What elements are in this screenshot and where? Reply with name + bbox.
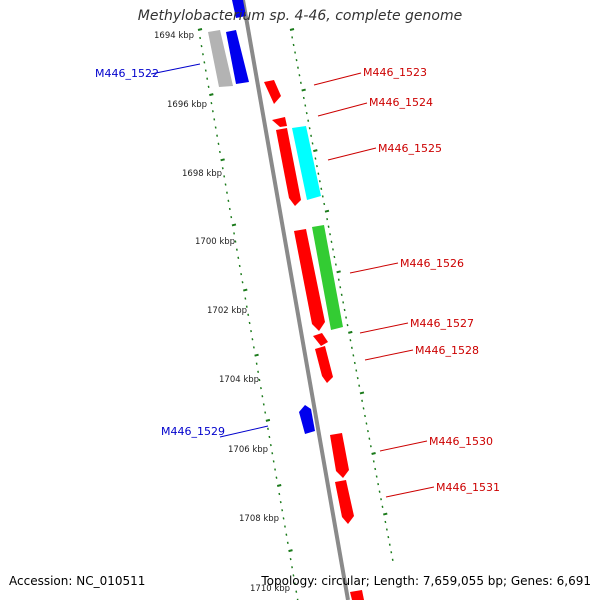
gene-label-1531: M446_1531 [436,481,500,494]
scale-label-1702: 1702 kbp [207,306,247,316]
inner-tick [266,420,270,421]
scale-label-1708: 1708 kbp [239,514,279,524]
outer-tick [372,453,376,454]
outer-tick [302,90,306,91]
gene-label-1527: M446_1527 [410,317,474,330]
scale-label-1696: 1696 kbp [167,100,207,110]
map-title: Methylobacterium sp. 4-46, complete geno… [0,8,600,24]
outer-tick [313,150,317,151]
gene-label-1523: M446_1523 [363,66,427,79]
gene-feature-1530 [330,433,349,478]
gene-label-1524: M446_1524 [369,96,433,109]
inner-tick [232,224,236,225]
gene-feature-1529 [299,405,315,434]
outer-tick [348,332,352,333]
scale-label-1704: 1704 kbp [219,375,259,385]
outer-tick [325,211,329,212]
outer-tick [360,392,364,393]
accession-text: Accession: NC_010511 [9,574,145,588]
gene-label-1522: M446_1522 [95,67,159,80]
scale-label-1700: 1700 kbp [195,237,235,247]
inner-tick [243,290,247,291]
outer-tick [290,29,294,30]
inner-tick [277,485,281,486]
genome-summary-text: Topology: circular; Length: 7,659,055 bp… [261,574,591,588]
inner-tick [221,159,225,160]
inner-tick [255,355,259,356]
inner-tick [289,550,293,551]
gene-label-1530: M446_1530 [429,435,493,448]
scale-label-1706: 1706 kbp [228,445,268,455]
gene-label-1525: M446_1525 [378,142,442,155]
gene-feature-1524 [272,117,287,127]
gene-label-1529: M446_1529 [161,425,225,438]
gene-label-1526: M446_1526 [400,257,464,270]
scale-label-1694: 1694 kbp [154,31,194,41]
gene-feature-1527 [313,333,328,346]
scale-label-1698: 1698 kbp [182,169,222,179]
gene-feature-1523 [264,80,281,104]
outer-tick [383,514,387,515]
outer-tick [337,271,341,272]
gene-feature-1531 [335,480,354,524]
inner-tick [198,29,202,30]
gene-label-1528: M446_1528 [415,344,479,357]
gene-feature-1528 [315,346,333,383]
gene-feature-bottom [350,590,364,600]
inner-tick [209,94,213,95]
